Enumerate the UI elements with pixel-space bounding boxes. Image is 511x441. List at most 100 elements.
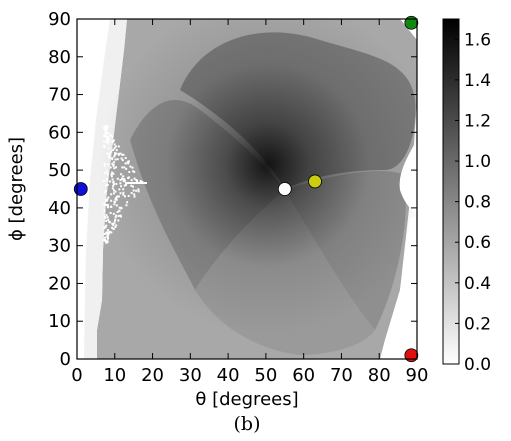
speckle: [107, 233, 110, 236]
speckle: [119, 179, 122, 182]
speckle: [128, 171, 131, 174]
point-marker: [73, 182, 88, 196]
speckle: [115, 224, 118, 227]
speckle: [103, 227, 106, 230]
speckle: [114, 216, 117, 219]
y-tick-label: 30: [48, 236, 71, 257]
speckle: [106, 229, 109, 232]
y-tick-label: 70: [48, 85, 71, 106]
colorbar: [442, 18, 460, 365]
x-axis-label: θ [degrees]: [195, 389, 298, 410]
speckle: [116, 158, 119, 161]
speckle: [104, 125, 107, 128]
speckle: [133, 195, 136, 198]
speckle: [112, 180, 115, 183]
speckle: [137, 190, 140, 193]
speckle: [122, 180, 125, 183]
speckle: [107, 137, 110, 140]
speckle: [107, 142, 110, 145]
speckle: [114, 198, 117, 201]
speckle: [109, 166, 112, 169]
speckle: [115, 196, 118, 199]
speckle: [108, 154, 111, 157]
speckle: [103, 141, 106, 144]
speckle: [111, 135, 114, 138]
speckle: [123, 195, 126, 198]
speckle: [110, 199, 113, 202]
speckle: [105, 141, 108, 144]
speckle: [125, 167, 128, 170]
speckle: [112, 172, 115, 175]
speckle: [115, 195, 118, 198]
speckle: [105, 224, 108, 227]
speckle: [122, 191, 125, 194]
colorbar-tick-label: 0.4: [464, 274, 491, 294]
speckle: [107, 204, 110, 207]
speckle: [114, 158, 117, 161]
speckle: [106, 125, 109, 128]
speckle: [120, 173, 123, 176]
speckle: [103, 180, 106, 183]
speckle: [135, 189, 138, 192]
speckle: [104, 189, 107, 192]
speckle: [113, 143, 116, 146]
speckle: [104, 198, 107, 201]
speckle: [105, 231, 108, 234]
y-tick-label: 40: [48, 198, 71, 219]
speckle: [111, 140, 114, 143]
speckle: [106, 152, 109, 155]
speckle: [117, 145, 120, 148]
speckle: [127, 194, 130, 197]
speckle: [112, 139, 115, 142]
colorbar-tick-label: 0.2: [464, 314, 491, 334]
plot-frame: [76, 18, 418, 360]
speckle: [119, 214, 122, 217]
speckle: [113, 147, 116, 150]
speckle: [113, 222, 116, 225]
speckle: [117, 195, 120, 198]
y-tick-label: 50: [48, 160, 71, 181]
speckle: [108, 152, 111, 155]
x-tick-label: 70: [330, 365, 353, 386]
heatmap-bottom-right-gap: [380, 215, 417, 359]
speckle: [112, 212, 115, 215]
speckle: [106, 140, 109, 143]
speckle: [103, 162, 106, 165]
speckle: [120, 206, 123, 209]
speckle: [106, 173, 109, 176]
speckle: [114, 201, 117, 204]
colorbar-tick-label: 0.8: [464, 193, 491, 213]
y-tick-label: 10: [48, 311, 71, 332]
speckle: [109, 211, 112, 214]
speckle: [111, 187, 114, 190]
x-axis-ticks: 0 10 20 30 40 50 60 70 80 90: [71, 19, 428, 386]
speckle: [118, 206, 121, 209]
speckle: [136, 180, 139, 183]
speckle: [127, 160, 130, 163]
speckle: [111, 222, 114, 225]
speckle: [113, 219, 116, 222]
speckle: [110, 193, 113, 196]
speckle: [106, 198, 109, 201]
speckle: [124, 157, 127, 160]
speckle: [108, 220, 111, 223]
speckle: [104, 215, 107, 218]
point-marker: [404, 348, 419, 363]
colorbar-ticks: 0.0 0.2 0.4 0.6 0.8 1.0 1.2 1.4 1.6: [455, 30, 491, 375]
speckle: [107, 136, 110, 139]
speckle: [108, 156, 111, 159]
x-tick-label: 40: [217, 365, 240, 386]
speckle: [105, 128, 108, 131]
y-tick-label: 90: [48, 9, 71, 30]
x-tick-label: 50: [254, 365, 277, 386]
speckle: [133, 170, 136, 173]
speckle: [114, 145, 117, 148]
colorbar-tick-label: 0.0: [464, 355, 491, 375]
speckle: [109, 180, 112, 183]
speckle: [132, 170, 135, 173]
speckle: [107, 163, 110, 166]
speckle: [105, 214, 108, 217]
x-tick-label: 90: [406, 365, 429, 386]
speckle: [139, 180, 142, 183]
